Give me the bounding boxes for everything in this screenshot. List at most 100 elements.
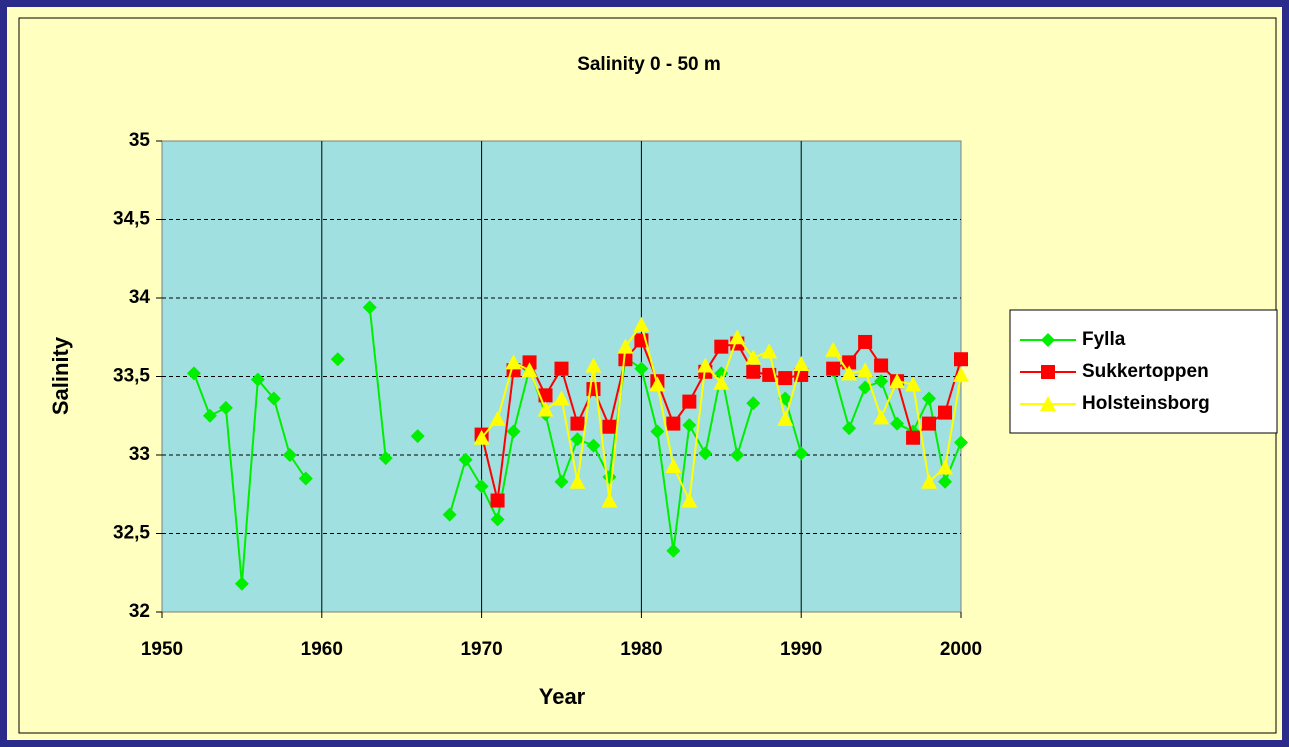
data-point [938,405,953,420]
y-tick-label: 33,5 [113,366,150,387]
y-tick-label: 33 [129,444,150,465]
data-point [746,364,761,379]
data-point [474,479,489,494]
data-point [762,367,777,382]
data-point [857,362,874,378]
data-point [585,357,602,373]
data-point [874,374,889,389]
data-point [505,354,522,370]
data-point [954,352,968,367]
legend-label: Fylla [1082,329,1126,350]
data-point [873,409,890,425]
data-point [298,471,313,486]
data-point [906,430,921,445]
data-point [554,474,569,489]
x-tick-label: 1980 [620,639,662,660]
data-point [250,372,265,387]
data-point [842,421,857,436]
data-point [537,401,554,417]
data-point [713,374,730,390]
data-point [938,474,953,489]
x-tick-label: 1970 [460,639,502,660]
legend-marker [1041,333,1055,347]
data-point [714,339,729,354]
y-tick-label: 32,5 [113,523,150,544]
data-point [826,361,841,376]
data-point [937,459,954,475]
data-point [634,361,649,376]
data-point [841,365,858,381]
data-point [553,390,570,406]
data-point [570,432,585,447]
data-point [729,329,746,345]
data-point [330,352,345,367]
data-point [922,391,937,406]
data-point [794,446,809,461]
data-point [442,507,457,522]
data-point [649,376,666,392]
data-point [681,492,698,508]
data-point [682,394,697,409]
data-point [698,446,713,461]
data-point [601,492,618,508]
data-point [458,452,473,467]
data-point [186,366,201,381]
data-point [633,316,650,332]
data-point [362,300,377,315]
data-point [218,400,233,415]
chart-title: Salinity 0 - 50 m [577,54,721,75]
data-point [473,429,490,445]
data-point [745,349,762,365]
data-point [858,334,873,349]
data-point [490,493,505,508]
x-tick-label: 1950 [141,639,183,660]
legend-marker [1041,365,1055,379]
data-point [378,451,393,466]
data-point [570,416,585,431]
data-point [697,357,714,373]
data-point [618,352,633,367]
data-point [410,429,425,444]
data-point [825,341,842,357]
data-point [569,473,586,489]
data-point [666,416,681,431]
x-tick-label: 2000 [940,639,982,660]
data-point [905,376,922,392]
data-point [777,410,794,426]
data-point [666,543,681,558]
data-point [521,362,538,378]
data-point [490,512,505,527]
data-point [793,355,810,371]
legend-label: Holsteinsborg [1082,393,1210,414]
data-point [282,448,297,462]
data-point [554,361,569,376]
data-point [921,473,938,489]
data-point [778,371,793,386]
data-point [602,419,617,434]
data-point [506,424,521,439]
series-line [193,307,962,584]
legend-label: Sukkertoppen [1082,361,1209,382]
data-point [730,448,745,462]
data-point [842,355,857,370]
data-point [889,373,906,389]
data-point [890,416,905,431]
data-point [665,457,682,473]
x-tick-label: 1960 [301,639,343,660]
y-tick-label: 32 [129,601,150,622]
data-point [953,366,969,382]
data-point [234,576,249,591]
y-tick-label: 35 [129,130,151,151]
data-point [489,410,506,426]
legend-marker [1040,396,1056,411]
data-point [746,396,761,411]
y-tick-label: 34 [129,287,151,308]
y-axis-label: Salinity [48,336,73,415]
y-tick-label: 34,5 [113,209,150,230]
x-axis-label: Year [539,684,586,709]
data-point [650,424,665,439]
data-point [617,338,634,354]
x-tick-label: 1990 [780,639,822,660]
data-point [874,358,889,373]
